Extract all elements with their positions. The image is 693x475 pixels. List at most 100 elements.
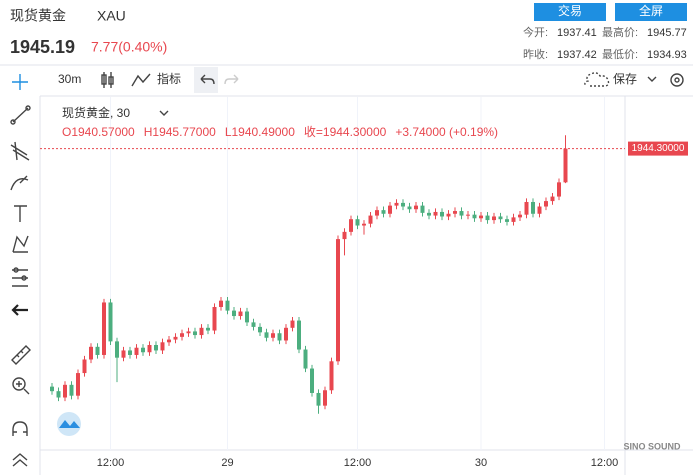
candle-body: [102, 302, 106, 355]
candle-body: [440, 211, 444, 217]
candle-body: [154, 345, 158, 351]
interval[interactable]: 30m: [58, 72, 81, 86]
settings-icon[interactable]: [670, 73, 684, 87]
candle-body: [258, 326, 262, 333]
legend-value: +3.74000 (+0.19%): [395, 125, 498, 139]
candle-body: [297, 320, 301, 350]
stats: 今开: 1937.41 最高价: 1945.77 昨收: 1937.42 最低价…: [523, 25, 687, 61]
candle-body: [56, 391, 61, 398]
candle-body: [167, 339, 171, 343]
cloud-icon[interactable]: [584, 72, 610, 87]
candle-body: [557, 182, 561, 197]
candle-body: [290, 320, 295, 328]
price: 1945.19: [10, 37, 75, 57]
save-menu[interactable]: [647, 76, 657, 82]
candle-body: [89, 346, 93, 360]
candle-body: [245, 311, 249, 323]
x-tick-label: 12:00: [97, 457, 125, 469]
candle-body: [63, 384, 67, 398]
candle-body: [492, 216, 496, 221]
candle-body: [362, 223, 366, 226]
candle-body: [310, 368, 314, 393]
candle-body: [453, 211, 457, 214]
candle-body: [459, 211, 464, 216]
candle-body: [511, 217, 516, 222]
candle-body: [134, 347, 139, 355]
candle-body: [264, 332, 269, 338]
candle-body: [50, 386, 54, 392]
save[interactable]: 保存: [613, 72, 637, 86]
candle-body: [76, 373, 80, 396]
candle-body: [336, 239, 340, 362]
candle-body: [219, 300, 223, 307]
candle-body: [199, 327, 204, 336]
candle-body: [498, 216, 503, 220]
symbol-name: 现货黄金: [10, 8, 66, 24]
tv-logo: [57, 412, 81, 436]
candle-body: [466, 214, 470, 216]
candle-body: [69, 384, 74, 396]
candle-body: [342, 231, 347, 240]
candle-body: [524, 201, 529, 215]
candle-body: [349, 219, 353, 232]
indicators[interactable]: 指标: [157, 71, 181, 86]
candle-body: [225, 300, 230, 311]
indicator-icon[interactable]: [131, 73, 151, 87]
last-price-tag: [628, 141, 688, 156]
undo-bg[interactable]: [194, 67, 218, 93]
candle-body: [316, 392, 321, 406]
candle-body: [128, 350, 132, 355]
stat-value: 1934.93: [647, 49, 687, 61]
x-tick-label: 29: [221, 457, 233, 469]
candle-body: [95, 346, 100, 355]
candle-body: [147, 345, 152, 353]
stat-label: 最低价:: [602, 48, 638, 61]
candle-body: [173, 336, 178, 340]
candle-body: [381, 210, 386, 214]
candle-body: [323, 390, 327, 406]
candle-body: [141, 347, 145, 353]
candle-body: [115, 341, 119, 358]
candle-body: [544, 201, 548, 207]
candle-body: [388, 205, 392, 214]
x-tick-label: 30: [475, 457, 487, 469]
stat-label: 最高价:: [602, 25, 638, 39]
candle-body: [82, 359, 87, 374]
candle-body: [271, 333, 275, 338]
symbol-code: XAU: [97, 8, 126, 24]
fullscreen-button-label[interactable]: 全屏: [639, 3, 663, 18]
candle-body: [401, 202, 405, 207]
legend-caret[interactable]: [159, 110, 169, 116]
candle-body: [518, 214, 522, 218]
candle-body: [160, 342, 165, 351]
candle-body: [505, 219, 509, 222]
candle-body: [485, 215, 490, 221]
candle-icon[interactable]: [101, 72, 114, 88]
candle-body: [427, 212, 431, 216]
candle-body: [251, 322, 256, 327]
candle-body: [446, 213, 451, 217]
trade-button[interactable]: [534, 3, 606, 21]
settings-icon-core: [674, 77, 680, 83]
last-price-label: 1944.30000: [632, 143, 685, 154]
watermark: SINO SOUND: [623, 441, 681, 451]
candle-body: [277, 333, 282, 341]
trade-button-label[interactable]: 交易: [558, 3, 582, 18]
undo-icon[interactable]: [200, 74, 215, 85]
candle-body: [206, 327, 210, 331]
candle-body: [531, 201, 535, 214]
fullscreen-button[interactable]: [615, 3, 687, 21]
legend-value: L1940.49000: [225, 125, 295, 139]
candle-body: [329, 361, 334, 391]
redo-icon[interactable]: [224, 74, 239, 85]
stat-value: 1937.42: [557, 49, 597, 61]
candle-body: [472, 214, 477, 219]
x-tick-label: 12:00: [591, 457, 619, 469]
x-tick-label: 12:00: [344, 457, 372, 469]
candle-body: [108, 302, 113, 342]
left-toolbar[interactable]: [10, 74, 31, 467]
stat-value: 1937.41: [557, 27, 597, 39]
candle-body: [232, 310, 236, 317]
candle-body: [284, 327, 288, 341]
